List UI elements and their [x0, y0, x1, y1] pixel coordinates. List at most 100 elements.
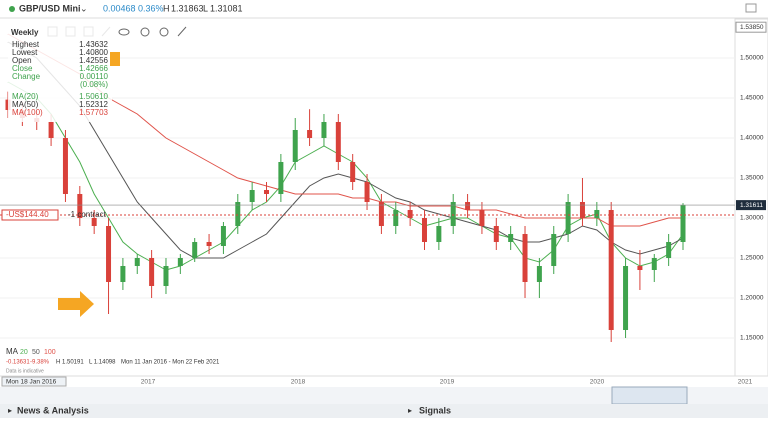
info-value: 1.42556	[79, 56, 108, 65]
candle-body	[292, 130, 298, 162]
candle-body	[522, 234, 528, 282]
pnl: -US$144.40	[6, 210, 49, 219]
maximize-icon[interactable]	[745, 3, 757, 13]
high-label: H	[163, 3, 170, 13]
candle-body	[335, 122, 341, 162]
x-tick-label: 2019	[440, 379, 455, 386]
expand-icon[interactable]: ▸	[8, 406, 12, 415]
navigator[interactable]	[0, 387, 768, 404]
candle-body	[407, 210, 413, 218]
candle-body	[220, 226, 226, 246]
candle-body	[378, 202, 384, 226]
legend-label: MA	[6, 347, 19, 356]
info-value: 1.52312	[79, 100, 108, 109]
y-tick-label: 1.45000	[740, 95, 764, 102]
candle-body	[177, 258, 183, 266]
y-tick-label: 1.20000	[740, 295, 764, 302]
candle-body	[565, 202, 571, 234]
info-box	[8, 26, 112, 122]
candle-body	[594, 210, 600, 218]
candle-body	[106, 226, 112, 282]
price-axis	[734, 18, 768, 377]
candle-body	[651, 258, 657, 270]
candle-body	[608, 210, 614, 330]
info-label: MA(20)	[12, 92, 39, 101]
summary-low: L 1.14098	[89, 360, 116, 366]
note: Data is indicative	[6, 368, 44, 374]
candle-body	[623, 266, 629, 330]
candle-body	[192, 242, 198, 258]
last-price: 1.31611	[740, 202, 763, 209]
candle-body	[579, 202, 585, 218]
candle-body	[149, 258, 155, 286]
pnl-box[interactable]	[1, 209, 59, 221]
expand-icon[interactable]: ▸	[408, 406, 412, 415]
symbol[interactable]: GBP/USD Mini	[19, 3, 81, 13]
legend-period: 50	[32, 349, 40, 356]
signals-panel[interactable]: Signals	[419, 405, 451, 415]
candle-body	[393, 210, 399, 226]
high: 1.31863	[171, 3, 204, 13]
candle-body	[206, 242, 212, 246]
candle-body	[536, 266, 542, 282]
y-tick-label: 1.30000	[740, 215, 764, 222]
info-value: 1.43632	[79, 40, 108, 49]
max-price-box	[735, 21, 767, 33]
candle-body	[77, 194, 83, 218]
candle-body	[264, 190, 270, 194]
y-tick-label: 1.25000	[740, 255, 764, 262]
y-tick-label: 1.50000	[740, 55, 764, 62]
candle-body	[350, 162, 356, 182]
low: 1.31081	[210, 3, 243, 13]
candle-body	[666, 242, 672, 258]
navigator-window[interactable]	[611, 386, 688, 405]
tool-icon[interactable]	[118, 28, 130, 36]
candle-body	[364, 182, 370, 202]
info-value: 1.42666	[79, 64, 108, 73]
change-pct: 0.36%	[138, 3, 164, 13]
info-label: MA(100)	[12, 108, 43, 117]
info-value: 1.57703	[79, 108, 108, 117]
candle-body	[91, 218, 97, 226]
candle-body	[62, 138, 68, 194]
tool-icon[interactable]	[177, 26, 187, 37]
info-label: Lowest	[12, 48, 38, 57]
candle-body	[421, 218, 427, 242]
arrow	[58, 291, 94, 317]
position-size: -1 contract	[68, 210, 107, 219]
info-label: MA(50)	[12, 100, 39, 109]
summary-change: -0.13631	[6, 360, 30, 366]
y-tick-label: 1.35000	[740, 175, 764, 182]
candle-body	[493, 226, 499, 242]
candle-body	[465, 202, 471, 210]
candle-body	[508, 234, 514, 242]
tool-icon[interactable]	[159, 27, 169, 37]
candle-body	[249, 190, 255, 202]
dropdown[interactable]: ⌄	[80, 3, 88, 13]
info-label: Highest	[12, 40, 40, 49]
info-value: (0.08%)	[80, 80, 108, 89]
summary-pct: -9.38%	[30, 360, 50, 366]
candle-body	[551, 234, 557, 266]
candle-body	[637, 266, 643, 270]
news-panel[interactable]: News & Analysis	[17, 405, 89, 415]
tool-icon[interactable]	[140, 27, 150, 37]
info-value: 1.50610	[79, 92, 108, 101]
change: 0.00468	[103, 3, 136, 13]
candle-body	[321, 122, 327, 138]
candle-body	[450, 202, 456, 226]
legend-period: 100	[44, 349, 56, 356]
candle-body	[479, 210, 485, 226]
candle-body	[680, 205, 686, 242]
info-label: Change	[12, 72, 41, 81]
x-tick-label: 2017	[141, 379, 156, 386]
x-tick-label: 2020	[590, 379, 605, 386]
summary-high: H 1.50191	[56, 360, 84, 366]
candle-body	[120, 266, 126, 282]
candle-body	[307, 130, 313, 138]
info-label: Open	[12, 56, 32, 65]
period[interactable]: Weekly	[11, 28, 39, 37]
summary-range: Mon 11 Jan 2016 - Mon 22 Feb 2021	[121, 360, 220, 366]
cursor-date-box	[1, 376, 67, 387]
